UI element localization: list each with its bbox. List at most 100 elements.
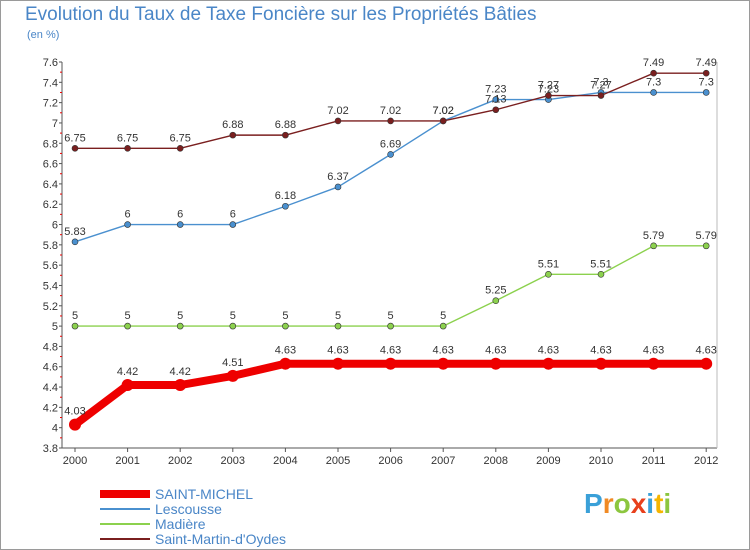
data-point — [124, 221, 131, 228]
y-tick-label: 5.6 — [43, 260, 58, 272]
data-label: 6 — [125, 209, 131, 221]
y-tick-label: 6.8 — [43, 138, 58, 150]
chart-axes: 3.8 4 4.2 4.4 4.6 4.8 5 5.2 5.4 5.6 5.8 6 6.2 6.4 6.6 6… — [43, 57, 719, 467]
data-label: 6.88 — [222, 119, 243, 131]
data-point — [387, 322, 394, 330]
y-tick-label: 4 — [52, 423, 58, 435]
data-label: 5.25 — [485, 285, 506, 297]
series-madi-re — [71, 242, 710, 330]
data-point — [387, 117, 394, 125]
x-tick-label: 2004 — [273, 455, 297, 467]
data-label: 7.02 — [432, 105, 453, 117]
data-label: 7.49 — [643, 57, 664, 69]
data-label: 5 — [177, 310, 183, 322]
data-point — [439, 117, 447, 125]
data-point — [595, 357, 607, 370]
data-point — [71, 322, 79, 330]
data-label: 7.49 — [695, 57, 716, 69]
data-label: 4.63 — [380, 345, 401, 357]
data-point — [174, 379, 187, 392]
data-point — [542, 357, 555, 370]
data-label: 7.02 — [327, 105, 348, 117]
y-tick-label: 5 — [52, 321, 58, 333]
data-label: 7.3 — [699, 76, 714, 88]
y-tick-label: 6.2 — [43, 199, 58, 211]
y-tick-label: 5.8 — [43, 240, 58, 252]
data-label: 4.63 — [590, 345, 611, 357]
data-point — [597, 92, 605, 99]
data-label: 5.79 — [643, 230, 664, 242]
data-label: 5.83 — [64, 226, 85, 238]
data-point — [71, 145, 79, 152]
data-point — [492, 106, 500, 114]
y-tick-label: 6 — [52, 220, 58, 232]
data-point — [492, 96, 500, 103]
data-point — [282, 202, 289, 210]
data-label: 4.63 — [275, 345, 296, 357]
data-point — [229, 221, 237, 228]
legend-label: Madière — [155, 516, 206, 532]
data-point — [176, 145, 184, 152]
data-label: 4.42 — [169, 366, 190, 378]
data-label: 7.02 — [432, 105, 453, 117]
proxiti-logo: Proxiti — [584, 488, 671, 520]
data-point — [69, 418, 81, 431]
logo-letter: x — [630, 488, 647, 519]
data-label: 4.51 — [222, 357, 243, 369]
data-point — [124, 322, 131, 330]
chart-title: Evolution du Taux de Taxe Foncière sur l… — [25, 4, 537, 25]
x-tick-label: 2001 — [115, 455, 139, 467]
logo-letter: o — [613, 488, 631, 519]
series-saint-michel — [69, 357, 713, 431]
data-point — [282, 131, 289, 139]
data-point — [121, 379, 134, 392]
data-point — [226, 369, 239, 382]
data-point — [597, 270, 605, 278]
data-point — [702, 89, 710, 96]
data-point — [332, 357, 344, 370]
data-point — [492, 297, 500, 305]
data-point — [282, 322, 289, 330]
data-label: 4.63 — [695, 345, 716, 357]
data-point — [279, 357, 292, 370]
data-point — [384, 357, 397, 370]
data-label: 5 — [335, 310, 341, 322]
data-point — [489, 357, 502, 370]
x-tick-label: 2012 — [694, 455, 718, 467]
data-label: 6.18 — [275, 190, 296, 202]
data-label: 7.23 — [538, 84, 559, 96]
data-point — [176, 322, 184, 330]
data-point — [124, 145, 131, 152]
data-point — [334, 183, 342, 191]
data-label: 6.75 — [64, 132, 85, 144]
data-label: 4.63 — [643, 345, 664, 357]
data-label: 4.42 — [117, 366, 138, 378]
series-layer — [69, 69, 713, 431]
data-label: 4.63 — [485, 345, 506, 357]
x-tick-label: 2002 — [168, 455, 192, 467]
data-label: 4.63 — [538, 345, 559, 357]
data-point — [437, 357, 450, 370]
data-label: 5.51 — [538, 258, 559, 270]
logo-letter: i — [663, 488, 672, 519]
data-label: 5.79 — [695, 230, 716, 242]
data-label: 5 — [282, 310, 288, 322]
data-point — [650, 242, 657, 250]
x-tick-label: 2005 — [326, 455, 350, 467]
legend-label: Saint-Martin-d'Oydes — [155, 531, 286, 547]
data-label: 4.63 — [327, 345, 348, 357]
data-point — [545, 270, 552, 278]
legend-label: SAINT-MICHEL — [155, 486, 253, 502]
data-label: 5 — [388, 310, 394, 322]
logo-letter: t — [654, 488, 664, 519]
data-label: 6 — [177, 209, 183, 221]
data-label: 7.02 — [380, 105, 401, 117]
data-point — [439, 322, 447, 330]
data-point — [700, 357, 713, 370]
y-tick-label: 5.4 — [43, 280, 58, 292]
x-tick-label: 2008 — [484, 455, 508, 467]
logo-letter: i — [646, 488, 655, 519]
data-label: 7.3 — [593, 76, 608, 88]
data-label: 6.75 — [117, 132, 138, 144]
